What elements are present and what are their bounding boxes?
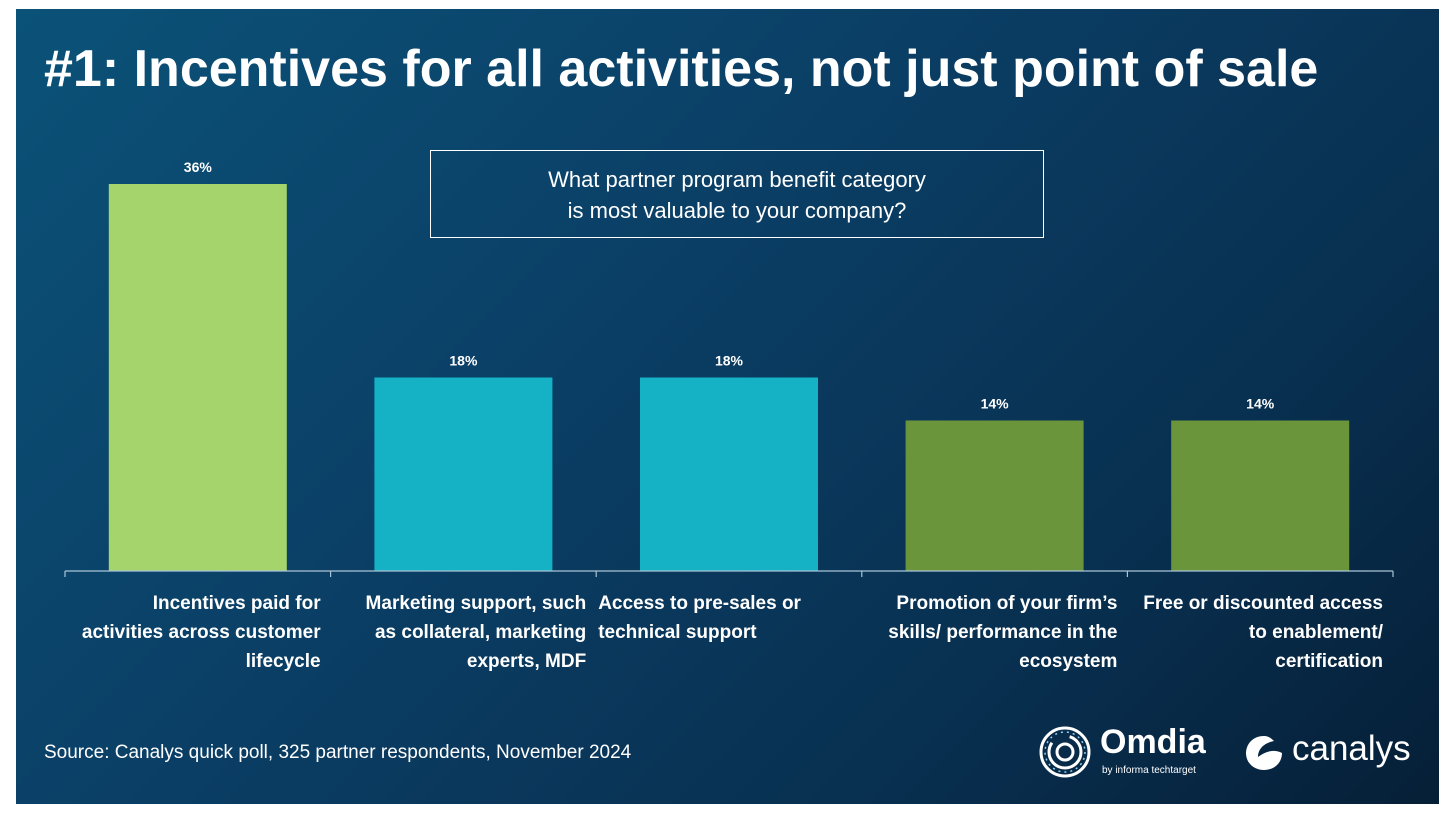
category-label-4-line-2: skills/ performance in the [888,622,1117,643]
category-label-3-line-1: Access to pre-sales or [598,593,801,614]
canalys-mark-icon [1246,736,1282,770]
category-label-2-line-2: as collateral, marketing [375,622,586,643]
canalys-logo: canalys [1244,727,1434,775]
data-label-4: 14% [981,396,1010,412]
category-label-1-line-1: Incentives paid for [153,593,321,614]
bar-4 [905,420,1084,571]
question-line-2: is most valuable to your company? [567,198,907,223]
bar-1 [108,184,287,571]
bar-2 [374,377,553,571]
question-line-1: What partner program benefit category [548,167,926,192]
category-label-5-line-3: certification [1275,651,1383,672]
category-label-3-line-2: technical support [598,622,757,643]
omdia-wordmark: Omdia [1100,723,1206,761]
category-label-5-line-2: to enablement/ [1249,622,1384,643]
omdia-logo: Omdia by informa techtarget [1038,721,1228,783]
category-label-1-line-3: lifecycle [246,651,321,672]
category-label-2-line-3: experts, MDF [467,651,586,672]
data-label-3: 18% [715,353,744,369]
bar-chart: 36% Incentives paid for activities across … [64,159,1394,672]
category-label-5-line-1: Free or discounted access [1143,593,1383,614]
category-label-4-line-3: ecosystem [1019,651,1117,672]
data-label-5: 14% [1246,396,1275,412]
question-box: What partner program benefit category is… [430,150,1044,238]
data-label-2: 18% [449,353,478,369]
category-label-2-line-1: Marketing support, such [366,593,587,614]
bar-5 [1171,420,1350,571]
category-label-1-line-2: activities across customer [82,622,321,643]
category-label-4-line-1: Promotion of your firm’s [896,593,1117,614]
bar-3 [640,377,818,571]
canalys-wordmark: canalys [1292,729,1411,768]
omdia-byline: by informa techtarget [1102,765,1196,776]
slide-title: #1: Incentives for all activities, not j… [44,40,1319,98]
slide: #1: Incentives for all activities, not j… [16,9,1439,804]
omdia-ring-icon [1039,726,1091,778]
source-note: Source: Canalys quick poll, 325 partner … [44,742,632,763]
data-label-1: 36% [184,159,213,175]
